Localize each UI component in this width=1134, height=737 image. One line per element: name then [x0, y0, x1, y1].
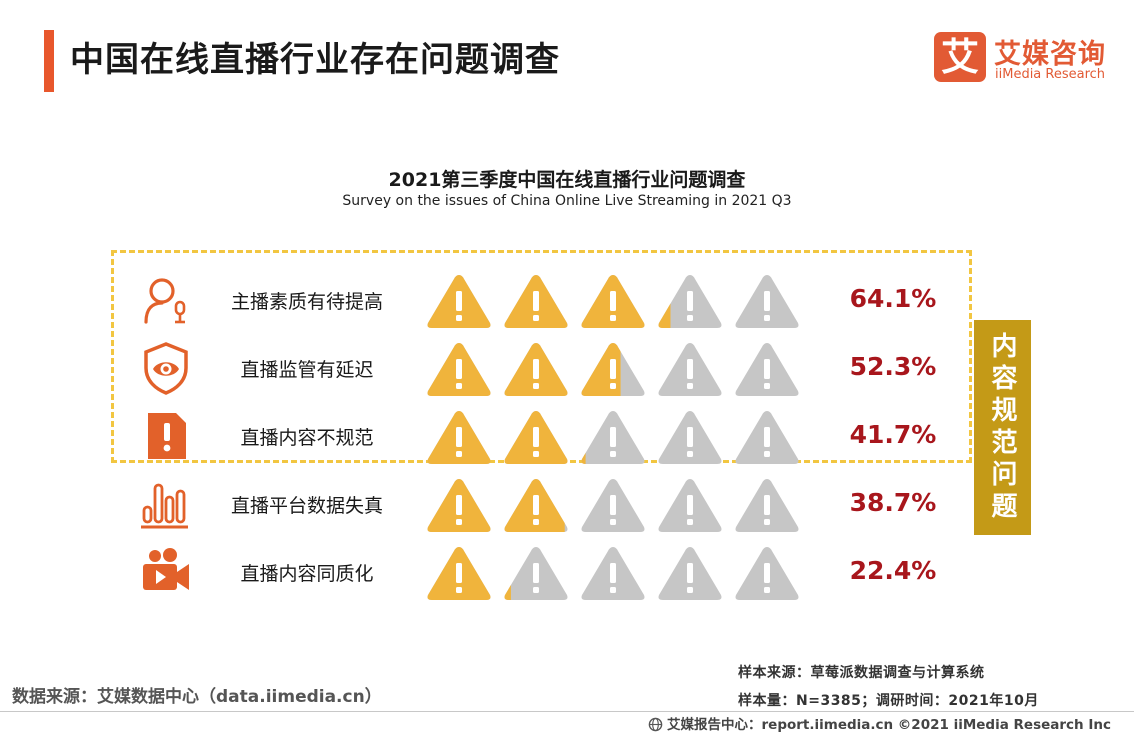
warning-icon-mark — [658, 275, 722, 328]
warning-icon-mark — [581, 343, 645, 396]
logo-mark: 艾 — [934, 32, 986, 82]
warning-icon-mark — [504, 479, 568, 532]
warning-icon-mark — [735, 275, 799, 328]
warning-icon-mark — [504, 343, 568, 396]
warning-icon-mark — [735, 479, 799, 532]
warning-icon-mark — [658, 547, 722, 600]
globe-icon — [648, 717, 663, 732]
video-camera-icon — [143, 548, 189, 590]
shield-eye-icon — [144, 342, 188, 395]
copyright-text: 艾媒报告中心：report.iimedia.cn ©2021 iiMedia R… — [667, 717, 1111, 733]
sample-size: 样本量：N=3385；调研时间：2021年10月 — [738, 693, 1039, 709]
warning-icon-mark — [504, 547, 568, 600]
category-label: 直播监管有延迟 — [240, 359, 374, 381]
category-label: 主播素质有待提高 — [230, 291, 383, 313]
warning-icon-mark — [427, 343, 491, 396]
warning-icon-mark — [427, 479, 491, 532]
chart-subtitle: Survey on the issues of China Online Liv… — [342, 193, 792, 209]
warning-icon-mark — [581, 275, 645, 328]
warning-icon-mark — [581, 547, 645, 600]
logo-name-en: iiMedia Research — [995, 67, 1106, 82]
warning-icon-mark — [658, 343, 722, 396]
data-source: 数据来源：艾媒数据中心（data.iimedia.cn） — [12, 687, 382, 707]
warning-icon-mark — [658, 411, 722, 464]
category-label: 直播内容不规范 — [240, 427, 374, 449]
sample-source: 样本来源：草莓派数据调查与计算系统 — [738, 665, 985, 681]
footer-copyright: 艾媒报告中心：report.iimedia.cn ©2021 iiMedia R… — [648, 713, 1111, 733]
highlight-group-label: 内容规范问题 — [974, 320, 1031, 535]
warning-icon-mark — [658, 479, 722, 532]
value-label: 52.3% — [849, 352, 937, 381]
warning-icon-mark — [504, 411, 568, 464]
title-accent-bar — [44, 30, 54, 92]
value-label: 41.7% — [849, 420, 937, 449]
chart-title: 2021第三季度中国在线直播行业问题调查 — [388, 169, 746, 191]
category-label: 直播平台数据失真 — [230, 495, 383, 517]
warning-icon-mark — [504, 275, 568, 328]
value-label: 38.7% — [849, 488, 937, 517]
anchor-person-icon — [144, 278, 186, 324]
iimedia-logo: 艾 艾媒咨询 iiMedia Research — [934, 32, 1124, 88]
warning-icon-mark — [735, 547, 799, 600]
warning-icon-mark — [427, 275, 491, 328]
warning-icon-mark — [427, 547, 491, 600]
warning-icon-mark — [735, 343, 799, 396]
value-label: 64.1% — [849, 284, 937, 313]
warning-document-icon — [148, 413, 186, 459]
category-label: 直播内容同质化 — [240, 563, 374, 585]
value-label: 22.4% — [849, 556, 937, 585]
warning-icon-mark — [427, 411, 491, 464]
footer-divider — [0, 711, 1134, 712]
warning-icon-mark — [581, 411, 645, 464]
logo-name-cn: 艾媒咨询 — [994, 39, 1106, 70]
page-title: 中国在线直播行业存在问题调查 — [70, 40, 560, 80]
warning-icon-mark — [735, 411, 799, 464]
warning-icon-mark — [581, 479, 645, 532]
bar-data-icon — [141, 483, 188, 529]
